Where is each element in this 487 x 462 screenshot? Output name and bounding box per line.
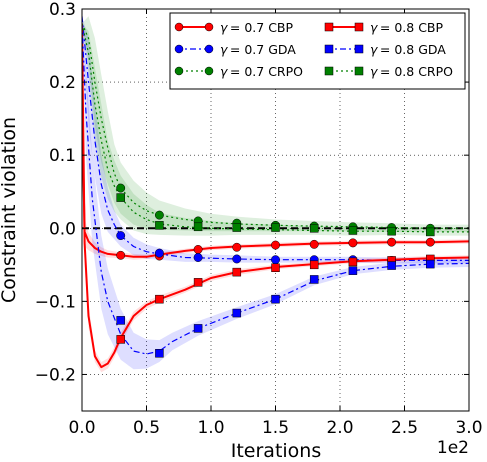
data-point-square (193, 278, 203, 287)
data-point-circle (232, 254, 242, 264)
data-point-square (155, 349, 164, 358)
data-point-circle (116, 231, 126, 241)
legend-marker-square (324, 66, 334, 76)
data-point-circle (271, 240, 280, 250)
legend-entry-suffix: = 0.8 CRPO (377, 64, 453, 79)
legend-entry-label: γ = 0.8 CBP (370, 20, 444, 35)
legend-marker-square (354, 22, 364, 32)
data-point-square (348, 266, 358, 275)
x-axis-multiplier: 1e2 (437, 438, 469, 458)
data-point-circle (116, 250, 126, 260)
data-point-circle (348, 238, 358, 248)
data-point-square (387, 226, 396, 236)
data-point-circle (193, 245, 203, 254)
series-line (82, 23, 469, 355)
axis-ticks: 0.0 0.5 1.0 1.5 2.0 2.5 3.0 −0.2 −0.1 0.0 0.1 0.2 0.… (35, 0, 483, 438)
series-markers (116, 183, 435, 358)
data-point-square (271, 294, 280, 304)
data-point-square (116, 193, 125, 202)
data-point-circle (425, 237, 435, 247)
legend-gamma-symbol: γ (370, 42, 378, 57)
data-point-square (232, 267, 242, 277)
legend-entry-label: γ = 0.7 CBP (220, 20, 294, 35)
legend-entry-suffix: = 0.7 GDA (227, 42, 296, 57)
data-point-square (309, 260, 319, 270)
legend-entry-suffix: = 0.8 GDA (377, 42, 446, 57)
data-point-square (309, 224, 319, 233)
y-tick-label: 0.3 (49, 0, 76, 20)
legend-marker-square (324, 22, 334, 32)
data-point-circle (154, 210, 164, 220)
data-point-square (193, 222, 203, 232)
y-tick-label: 0.2 (49, 73, 76, 93)
data-point-circle (193, 253, 203, 262)
legend-box (169, 12, 466, 90)
y-axis-title: Constraint violation (0, 117, 20, 303)
legend-marker-circle (174, 66, 184, 76)
legend-gamma-symbol: γ (220, 64, 228, 79)
data-point-square (348, 257, 358, 267)
legend-entry-label: γ = 0.7 CRPO (220, 64, 303, 79)
x-tick-label: 0.5 (133, 418, 160, 438)
legend-entry-label: γ = 0.8 GDA (370, 42, 446, 57)
data-point-square (271, 223, 280, 232)
y-tick-label: −0.1 (35, 292, 76, 312)
legend-gamma-symbol: γ (220, 20, 228, 35)
y-tick-label: 0.0 (49, 219, 76, 239)
legend-entry-label: γ = 0.7 GDA (220, 42, 296, 57)
data-point-square (155, 221, 164, 230)
data-point-square (271, 263, 280, 272)
data-point-square (309, 275, 319, 284)
legend-marker-circle (204, 66, 214, 76)
data-point-square (348, 226, 358, 235)
x-tick-label: 3.0 (455, 418, 482, 438)
data-point-square (426, 227, 435, 237)
data-point-square (232, 223, 242, 232)
data-point-circle (232, 242, 242, 252)
legend-marker-square (354, 44, 364, 54)
y-tick-label: 0.1 (49, 146, 76, 166)
data-point-square (193, 324, 203, 333)
legend-gamma-symbol: γ (220, 42, 228, 57)
legend-marker-square (354, 66, 364, 76)
confidence-band (82, 23, 469, 236)
legend-entry-suffix: = 0.7 CBP (227, 20, 293, 35)
x-tick-label: 1.0 (197, 418, 224, 438)
data-point-square (155, 294, 164, 304)
legend-marker-circle (204, 44, 214, 54)
x-tick-label: 2.5 (391, 418, 418, 438)
x-tick-label: 1.5 (262, 418, 289, 438)
legend-entry-suffix: = 0.8 CBP (377, 20, 443, 35)
data-point-circle (154, 248, 164, 258)
legend-marker-circle (204, 22, 214, 32)
series-line (82, 23, 469, 369)
data-point-square (426, 259, 435, 269)
data-point-circle (271, 255, 280, 265)
x-axis-title: Iterations (231, 440, 322, 462)
legend-marker-circle (174, 44, 184, 54)
legend-marker-circle (174, 22, 184, 32)
data-point-circle (116, 183, 126, 193)
data-point-square (116, 316, 125, 325)
data-point-circle (309, 239, 319, 249)
data-point-square (387, 261, 396, 270)
confidence-band (82, 16, 469, 232)
legend-entry-label: γ = 0.8 CRPO (370, 64, 453, 79)
legend-gamma-symbol: γ (370, 20, 378, 35)
data-point-square (232, 308, 242, 318)
x-tick-label: 0.0 (68, 418, 95, 438)
y-tick-label: −0.2 (35, 365, 76, 385)
data-point-square (116, 335, 125, 344)
data-point-circle (387, 237, 397, 247)
legend-entry-suffix: = 0.7 CRPO (227, 64, 303, 79)
legend-marker-square (324, 44, 334, 54)
x-tick-label: 2.0 (326, 418, 353, 438)
legend-gamma-symbol: γ (370, 64, 378, 79)
